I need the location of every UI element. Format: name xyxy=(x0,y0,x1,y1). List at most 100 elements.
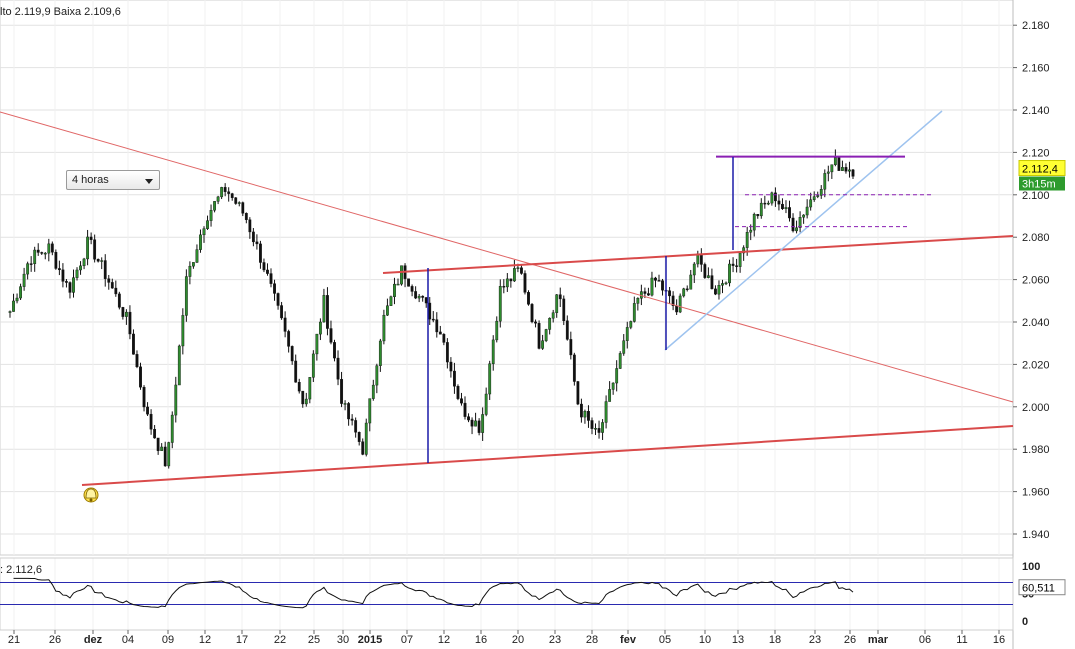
time-tick-label: 16 xyxy=(993,634,1005,646)
price-tick-label: 2.180 xyxy=(1022,20,1050,32)
candle-body xyxy=(848,169,851,172)
candle-body xyxy=(555,294,559,313)
candle-body xyxy=(460,398,463,404)
candle-body xyxy=(50,243,54,253)
candle-body xyxy=(393,283,396,297)
candle-body xyxy=(396,283,400,286)
rsi-value-badge xyxy=(1018,579,1066,596)
candle-body xyxy=(558,294,562,300)
price-badges: 2.112,4 3h15m 60,511 xyxy=(1018,160,1066,596)
alert-bell-icon xyxy=(83,487,99,503)
candle-body xyxy=(597,428,601,433)
candle-body xyxy=(167,442,171,467)
candle-body xyxy=(509,278,513,282)
candle-body xyxy=(530,304,534,323)
candle-body xyxy=(798,217,802,228)
candle-body xyxy=(280,305,283,319)
candle-body xyxy=(22,273,26,287)
candle-body xyxy=(223,187,227,192)
candle-body xyxy=(823,173,827,190)
candle-body xyxy=(851,169,855,177)
candle-body xyxy=(244,213,248,220)
chart-drawings xyxy=(0,110,1014,503)
candle-body xyxy=(710,275,714,290)
candle-body xyxy=(841,167,844,171)
candle-body xyxy=(565,320,569,340)
candle-body xyxy=(668,290,671,297)
candle-body xyxy=(301,390,305,405)
candle-body xyxy=(516,267,520,269)
candle-body xyxy=(699,253,703,265)
candle-body xyxy=(361,441,365,455)
candle-body xyxy=(343,403,347,405)
candle-body xyxy=(714,288,717,295)
time-tick-label: 28 xyxy=(586,634,598,646)
candle-body xyxy=(594,428,597,430)
candle-body xyxy=(234,197,238,204)
candle-body xyxy=(781,203,784,210)
candle-body xyxy=(481,414,485,433)
countdown-badge xyxy=(1019,176,1065,191)
time-tick-label: 07 xyxy=(401,634,413,646)
timeframe-dropdown[interactable]: 4 horas xyxy=(66,170,160,190)
candle-body xyxy=(19,286,22,299)
candle-body xyxy=(117,293,121,308)
candle-body xyxy=(170,414,174,443)
candle-body xyxy=(195,249,199,263)
rsi-line xyxy=(13,577,854,609)
candle-body xyxy=(844,167,848,172)
price-tick-label: 1.940 xyxy=(1022,529,1050,541)
time-tick-label: 05 xyxy=(659,634,671,646)
candle-body xyxy=(110,282,114,289)
time-tick-label: 17 xyxy=(236,634,248,646)
time-tick-label: 30 xyxy=(337,634,349,646)
candle-body xyxy=(40,252,44,254)
candle-body xyxy=(654,277,657,281)
candle-body xyxy=(756,213,760,217)
candle-body xyxy=(728,263,731,284)
candle-body xyxy=(153,428,157,439)
candle-body xyxy=(544,329,548,341)
candle-body xyxy=(442,334,446,343)
candle-body xyxy=(682,288,686,297)
candle-body xyxy=(68,282,72,293)
price-tick-label: 2.060 xyxy=(1022,275,1050,287)
candle-body xyxy=(96,259,100,262)
candle-body xyxy=(333,342,336,359)
candle-body xyxy=(100,260,104,262)
last-price-badge xyxy=(1018,160,1066,177)
candle-body xyxy=(378,340,382,366)
candle-body xyxy=(632,303,636,322)
candle-body xyxy=(802,214,806,218)
candle-body xyxy=(149,413,153,430)
candle-body xyxy=(192,262,195,267)
candle-body xyxy=(463,402,467,417)
candle-body xyxy=(604,401,608,423)
candle-body xyxy=(618,353,622,369)
candle-body xyxy=(124,311,128,317)
price-tick-label: 2.000 xyxy=(1022,402,1050,414)
time-tick-label: 12 xyxy=(438,634,450,646)
candle-body xyxy=(791,217,795,232)
candle-body xyxy=(266,269,269,274)
price-tick-label: 2.160 xyxy=(1022,63,1050,75)
candle-body xyxy=(428,302,432,320)
candle-body xyxy=(431,318,435,321)
candle-body xyxy=(364,422,368,455)
candle-body xyxy=(65,281,68,283)
candle-body xyxy=(766,202,770,205)
candle-body xyxy=(329,328,333,343)
candle-body xyxy=(72,277,75,293)
candle-body xyxy=(407,278,410,287)
candle-body xyxy=(671,295,675,306)
candle-body xyxy=(36,249,40,253)
candle-body xyxy=(386,305,389,316)
candle-body xyxy=(502,286,506,288)
rsi-tick-label: 0 xyxy=(1022,616,1028,628)
candle-body xyxy=(184,276,188,316)
candle-body xyxy=(262,262,266,271)
last-price-label: 2.112,4 xyxy=(1022,164,1058,176)
candle-body xyxy=(269,273,273,284)
candle-body xyxy=(29,263,33,265)
